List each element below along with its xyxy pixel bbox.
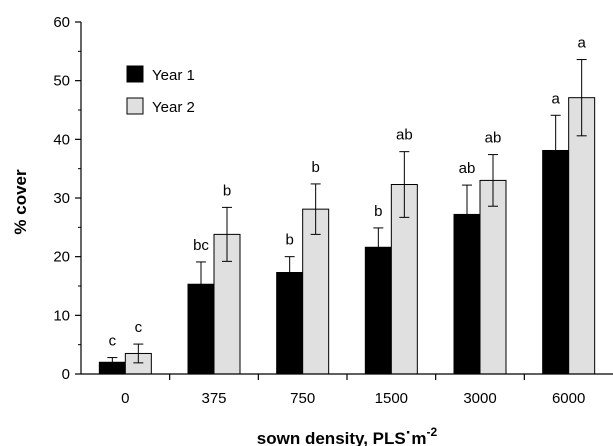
significance-label: b [223,182,231,199]
y-tick-label: 50 [53,73,70,90]
significance-label: ab [485,130,502,147]
bar-year-2 [568,97,596,375]
significance-label: c [109,333,117,350]
bar-year-2 [302,208,330,375]
significance-label: a [577,35,586,52]
x-axis-title-dot: · [406,423,412,442]
legend-swatch-year-1 [126,65,144,83]
x-axis-title-exponent: -2 [427,425,438,439]
y-tick-label: 60 [53,14,70,31]
significance-label: ab [459,160,476,177]
legend: Year 1 Year 2 [126,65,195,116]
y-tick-label: 10 [53,307,70,324]
x-tick-label: 375 [201,390,226,407]
x-axis-title-main: sown density, PLS [257,429,406,446]
x-axis-title-unit: m [411,429,426,446]
x-tick-label: 0 [121,390,129,407]
bars [98,97,596,375]
significance-label: b [311,159,319,176]
x-tick-label: 1500 [375,390,408,407]
significance-label: b [285,232,293,249]
y-axis-title: % cover [11,169,30,235]
legend-swatch-year-2 [126,97,144,115]
x-tick-label: 6000 [552,390,585,407]
error-bars [107,59,587,368]
significance-label: ab [396,127,413,144]
significance-label: c [135,319,143,336]
x-tick-label: 3000 [463,390,496,407]
significance-label: b [374,203,382,220]
legend-label-year-2: Year 2 [152,99,195,116]
legend-label-year-1: Year 1 [152,67,195,84]
significance-label: bc [193,237,209,254]
y-tick-label: 0 [62,366,70,383]
y-tick-label: 30 [53,190,70,207]
y-axis-ticks: 0 10 20 30 40 50 60 [53,14,81,383]
bar-year-2 [479,179,507,375]
y-tick-label: 20 [53,249,70,266]
x-tick-label: 750 [290,390,315,407]
y-tick-label: 40 [53,131,70,148]
x-axis-ticks: 0 375 750 1500 3000 6000 [121,374,585,407]
significance-label: a [551,90,560,107]
bar-year-1 [364,246,392,375]
x-axis-title: sown density, PLS·m-2 [257,423,438,446]
